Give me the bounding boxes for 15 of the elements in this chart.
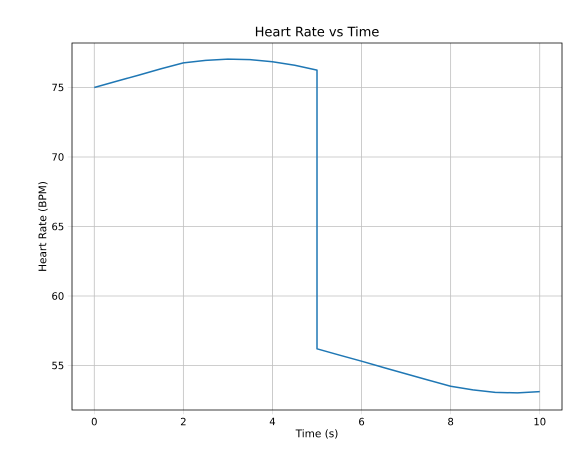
x-tick-label: 6	[359, 418, 364, 426]
y-tick-label: 75	[52, 84, 64, 92]
y-tick-label: 65	[52, 222, 64, 230]
y-tick-label: 70	[52, 153, 64, 161]
chart-title: Heart Rate vs Time	[256, 26, 379, 36]
x-tick-label: 4	[270, 418, 276, 426]
x-tick-label: 10	[534, 418, 546, 426]
y-axis-title: Heart Rate (BPM)	[38, 182, 48, 271]
x-tick-label: 2	[180, 418, 186, 426]
y-tick-label: 60	[52, 292, 64, 300]
x-tick-label: 0	[92, 418, 97, 426]
line-series	[94, 58, 540, 394]
x-tick-label: 8	[448, 418, 454, 426]
y-tick-label: 55	[52, 362, 64, 370]
x-axis-title: Time (s)	[296, 429, 338, 439]
